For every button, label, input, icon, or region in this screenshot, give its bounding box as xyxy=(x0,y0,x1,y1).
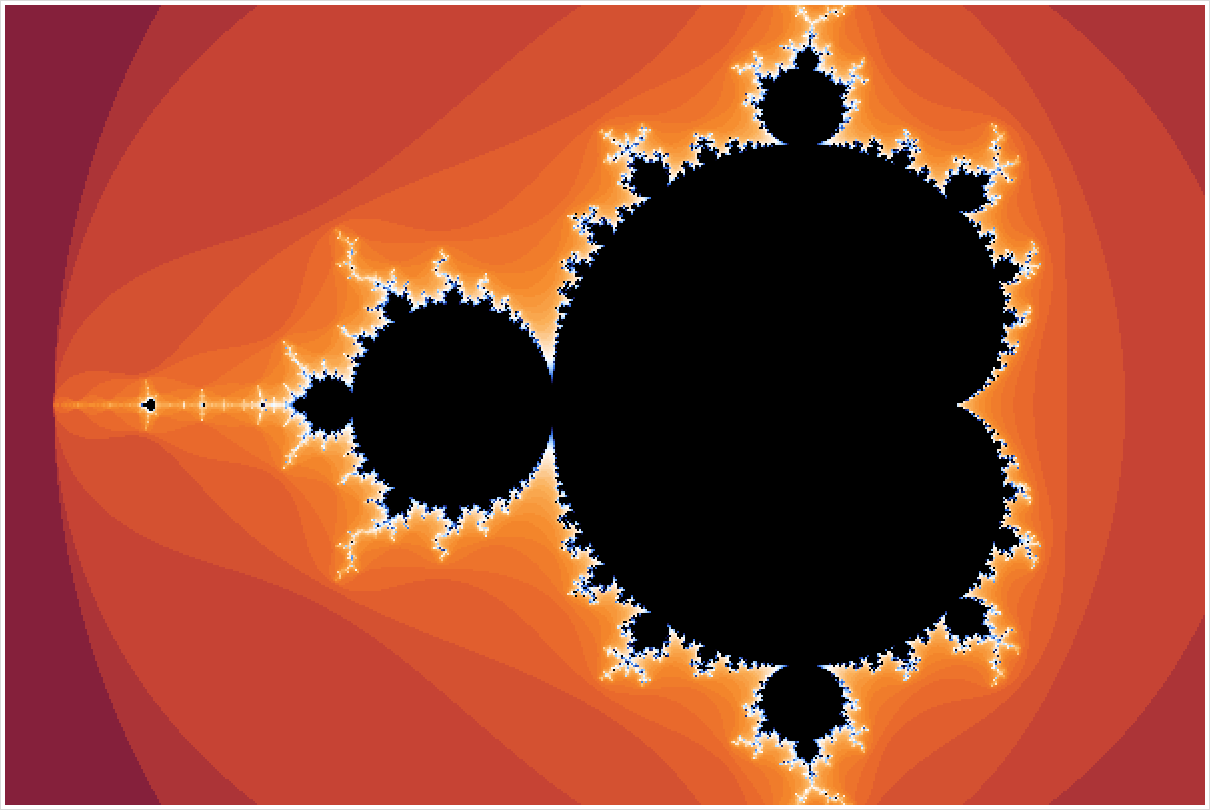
mandelbrot-fractal-image xyxy=(5,5,1205,805)
